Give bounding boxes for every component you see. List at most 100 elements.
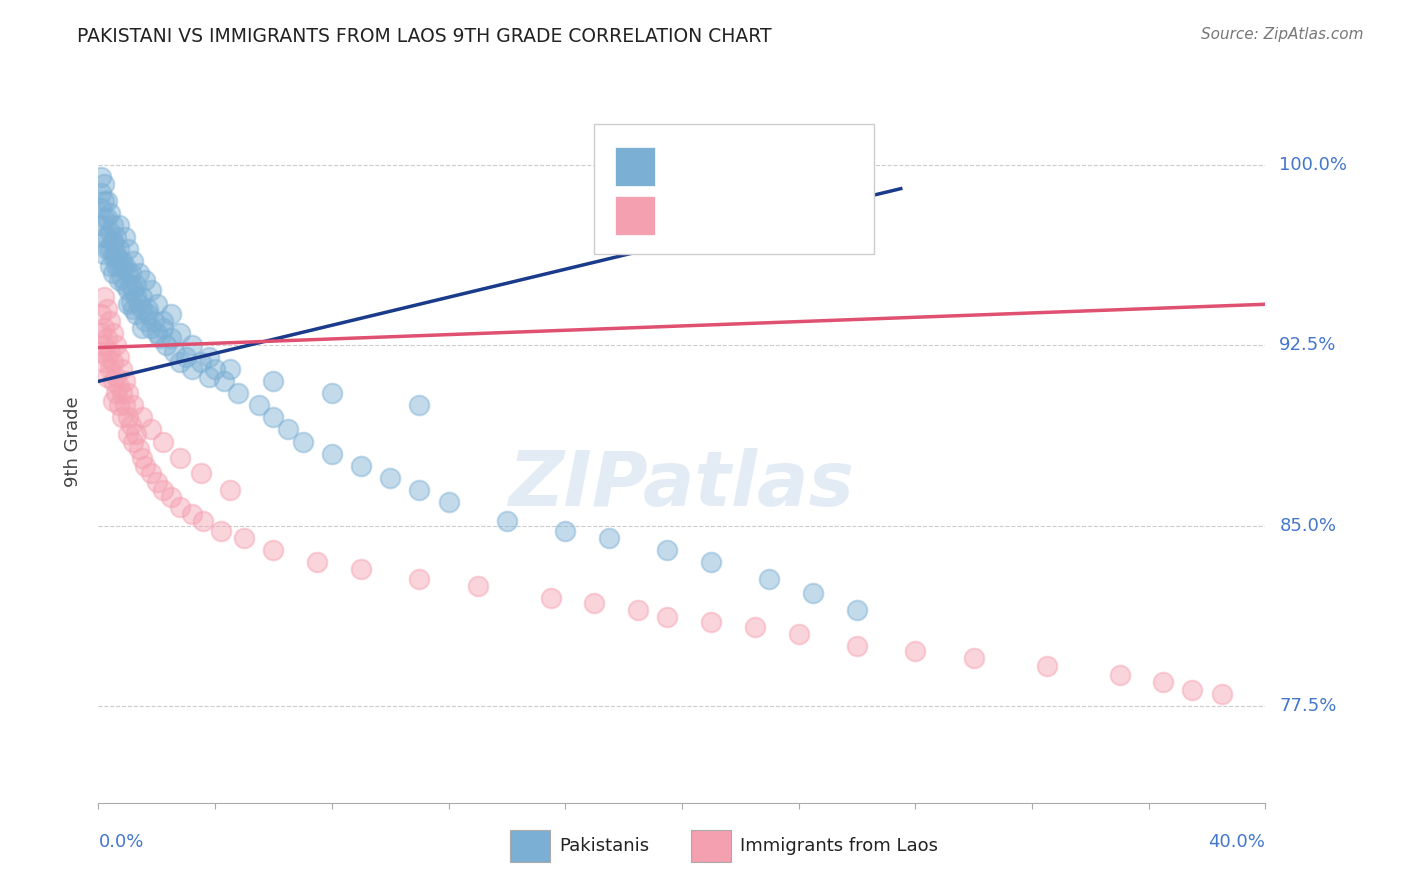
Point xyxy=(104,259,127,273)
Point xyxy=(104,246,127,260)
Point xyxy=(101,266,124,280)
Point xyxy=(101,249,124,263)
Point xyxy=(198,369,221,384)
Point xyxy=(117,283,139,297)
Point xyxy=(108,350,131,364)
Point xyxy=(262,410,284,425)
Point xyxy=(96,242,118,256)
Point xyxy=(98,345,121,359)
Point xyxy=(152,321,174,335)
Point xyxy=(114,259,136,273)
Point xyxy=(122,434,145,449)
Point xyxy=(104,249,127,263)
Point xyxy=(209,524,232,538)
Point xyxy=(180,507,202,521)
Point xyxy=(125,290,148,304)
Point xyxy=(98,242,121,256)
Point xyxy=(120,266,142,280)
Point xyxy=(96,194,118,208)
Point xyxy=(142,314,165,328)
Point xyxy=(437,494,460,508)
FancyBboxPatch shape xyxy=(595,124,875,253)
Point xyxy=(108,218,131,232)
Point xyxy=(93,177,115,191)
Text: 77.5%: 77.5% xyxy=(1279,698,1337,715)
Point xyxy=(408,483,430,497)
Point xyxy=(120,417,142,432)
FancyBboxPatch shape xyxy=(616,147,655,186)
Text: PAKISTANI VS IMMIGRANTS FROM LAOS 9TH GRADE CORRELATION CHART: PAKISTANI VS IMMIGRANTS FROM LAOS 9TH GR… xyxy=(77,27,772,45)
Point xyxy=(117,386,139,401)
Point xyxy=(700,615,723,629)
Point xyxy=(134,458,156,473)
Text: 0.0%: 0.0% xyxy=(98,833,143,851)
Point xyxy=(163,345,186,359)
Point xyxy=(321,386,343,401)
Point xyxy=(198,350,221,364)
Text: Pakistanis: Pakistanis xyxy=(560,838,650,855)
Point xyxy=(117,410,139,425)
Point xyxy=(228,386,250,401)
Point xyxy=(104,369,127,384)
Point xyxy=(101,218,124,232)
Point xyxy=(801,586,824,600)
FancyBboxPatch shape xyxy=(692,830,731,862)
Point xyxy=(218,483,240,497)
Point xyxy=(134,273,156,287)
Point xyxy=(101,235,124,249)
Text: R = 0.077: R = 0.077 xyxy=(665,206,755,225)
Point xyxy=(128,297,150,311)
Point xyxy=(125,307,148,321)
Point xyxy=(139,466,162,480)
Point xyxy=(190,355,212,369)
Point xyxy=(149,331,172,345)
Point xyxy=(169,451,191,466)
Text: Source: ZipAtlas.com: Source: ZipAtlas.com xyxy=(1201,27,1364,42)
Point xyxy=(90,169,112,184)
Point xyxy=(1035,658,1057,673)
Point xyxy=(104,386,127,401)
Point xyxy=(125,277,148,292)
Point xyxy=(139,283,162,297)
Point xyxy=(122,302,145,317)
Point xyxy=(146,326,169,340)
Point xyxy=(96,229,118,244)
Text: 100.0%: 100.0% xyxy=(1279,155,1347,174)
Point xyxy=(247,398,270,412)
Point xyxy=(1108,668,1130,682)
Point xyxy=(380,470,402,484)
Point xyxy=(122,283,145,297)
Point xyxy=(104,229,127,244)
Point xyxy=(146,475,169,490)
Point xyxy=(169,326,191,340)
Point xyxy=(96,302,118,317)
Point xyxy=(114,229,136,244)
Point xyxy=(218,362,240,376)
Point xyxy=(101,374,124,388)
Point xyxy=(262,542,284,557)
Point xyxy=(277,422,299,436)
Point xyxy=(108,379,131,393)
Point xyxy=(169,500,191,514)
Point xyxy=(139,321,162,335)
Point xyxy=(152,483,174,497)
Point xyxy=(554,524,576,538)
Point xyxy=(111,259,134,273)
Point xyxy=(174,350,197,364)
Point xyxy=(93,355,115,369)
Point xyxy=(700,555,723,569)
Point xyxy=(134,314,156,328)
Point xyxy=(131,302,153,317)
Point xyxy=(583,596,606,610)
Point xyxy=(111,254,134,268)
Point xyxy=(93,246,115,260)
Point xyxy=(408,572,430,586)
Point xyxy=(108,242,131,256)
Point xyxy=(131,321,153,335)
Point xyxy=(496,514,519,528)
Y-axis label: 9th Grade: 9th Grade xyxy=(65,396,83,487)
Point xyxy=(90,345,112,359)
Point xyxy=(117,242,139,256)
Point xyxy=(114,398,136,412)
Point xyxy=(117,427,139,442)
